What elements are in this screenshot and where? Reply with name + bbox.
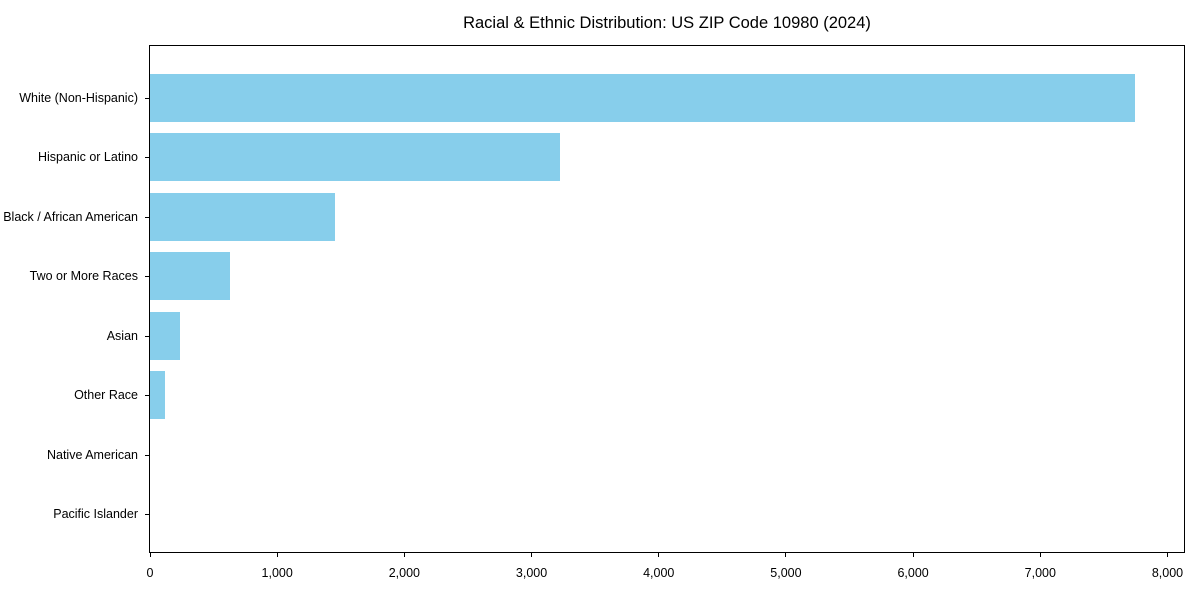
y-tick-mark (145, 514, 149, 515)
x-tick-mark (1166, 553, 1168, 557)
y-tick-label: Hispanic or Latino (37, 150, 138, 164)
x-tick-mark (531, 553, 533, 557)
y-tick-mark (145, 97, 149, 99)
x-tick-label: 1,000 (261, 566, 293, 580)
x-tick-mark (403, 553, 405, 557)
x-tick-label: 8,000 (1151, 566, 1184, 580)
y-tick-mark (145, 395, 149, 396)
bar (150, 192, 335, 241)
chart-title: Racial & Ethnic Distribution: US ZIP Cod… (463, 14, 871, 32)
x-tick-mark (785, 553, 787, 557)
bar (150, 371, 165, 419)
y-tick-mark (145, 454, 149, 456)
x-tick-mark (149, 553, 151, 557)
x-tick-mark (1039, 553, 1041, 557)
x-tick-label: 2,000 (388, 566, 420, 580)
y-tick-mark (145, 216, 149, 218)
y-tick-mark (145, 157, 149, 158)
x-tick-label: 5,000 (770, 566, 802, 580)
y-tick-label: Other Race (74, 388, 138, 402)
x-tick-label: 4,000 (643, 566, 675, 580)
bar (150, 311, 180, 360)
x-tick-mark (912, 553, 914, 557)
x-tick-label: 7,000 (1024, 566, 1056, 580)
y-tick-label: Asian (106, 328, 138, 343)
bar (150, 133, 561, 181)
x-tick-label: 3,000 (515, 566, 548, 580)
bar (150, 73, 1135, 122)
x-tick-mark (276, 553, 278, 557)
plot-area (149, 45, 1185, 553)
y-tick-mark (145, 335, 149, 337)
y-tick-label: Two or More Races (29, 269, 138, 283)
x-tick-label: 6,000 (897, 566, 929, 580)
x-tick-label: 0 (146, 566, 154, 580)
y-tick-label: Black / African American (3, 209, 138, 224)
y-tick-label: White (Non-Hispanic) (19, 90, 138, 105)
x-tick-mark (658, 553, 660, 557)
bar (150, 252, 230, 300)
y-tick-label: Pacific Islander (53, 507, 138, 521)
y-tick-label: Native American (46, 447, 138, 462)
y-tick-mark (145, 276, 149, 277)
